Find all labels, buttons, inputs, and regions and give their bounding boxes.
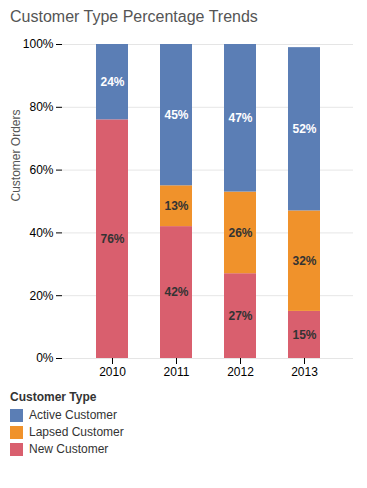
svg-text:40%: 40% (29, 226, 53, 240)
html-text:Customer Type: Customer Type (10, 390, 97, 404)
svg-text:13%: 13% (164, 199, 188, 213)
svg-text:60%: 60% (29, 163, 53, 177)
svg-text:2013: 2013 (291, 365, 318, 379)
svg-text:52%: 52% (292, 122, 316, 136)
html-text:New Customer: New Customer (29, 442, 109, 456)
svg-text:2011: 2011 (164, 365, 190, 379)
svg-text:Customer Orders: Customer Orders (9, 109, 23, 201)
svg-text:80%: 80% (29, 100, 53, 114)
svg-text:0%: 0% (36, 351, 54, 365)
html-text:Lapsed Customer: Lapsed Customer (29, 425, 124, 439)
svg-text:45%: 45% (164, 108, 188, 122)
html-text:Customer Type Percentage Trend: Customer Type Percentage Trends (10, 8, 258, 25)
svg-text:2012: 2012 (227, 365, 254, 379)
svg-text:42%: 42% (164, 285, 188, 299)
svg-text:27%: 27% (228, 309, 252, 323)
svg-text:32%: 32% (292, 254, 316, 268)
svg-text:47%: 47% (228, 111, 252, 125)
svg-text:24%: 24% (100, 75, 124, 89)
svg-text:2010: 2010 (99, 365, 126, 379)
svg-text:26%: 26% (228, 226, 252, 240)
svg-text:15%: 15% (292, 328, 316, 342)
svg-text:20%: 20% (29, 289, 53, 303)
html-text:Active Customer: Active Customer (29, 408, 117, 422)
svg-text:100%: 100% (23, 37, 54, 51)
svg-text:76%: 76% (100, 232, 124, 246)
